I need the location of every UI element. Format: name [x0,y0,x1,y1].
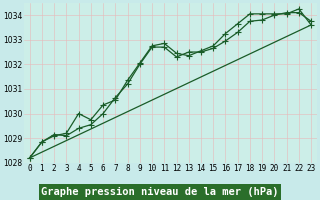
Text: Graphe pression niveau de la mer (hPa): Graphe pression niveau de la mer (hPa) [41,187,279,197]
